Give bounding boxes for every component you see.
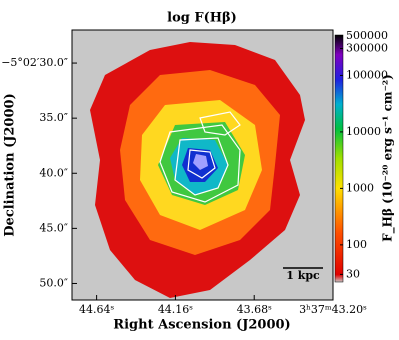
y-axis-label: Declination (J2000) — [3, 93, 18, 236]
colorbar-tick-label: 100000 — [346, 68, 388, 81]
image — [71, 29, 334, 301]
y-tick-label: 50.0″ — [39, 276, 68, 289]
scale-bar-label: 1 kpc — [286, 269, 320, 282]
colorbar-tick-label: 30 — [346, 267, 360, 280]
colorbar-label: F_Hβ (10⁻²⁰ erg s⁻¹ cm⁻²) — [381, 74, 396, 242]
colorbar-tick-label: 10000 — [346, 125, 381, 138]
x-tick-label: 44.16ˢ — [158, 303, 193, 316]
y-tick-label: 45.0″ — [39, 221, 68, 234]
colorbar-tick-label: 1000 — [346, 181, 374, 194]
colorbar-tick-label: 100 — [346, 238, 367, 251]
colorbar-tick-label: 500000 — [346, 29, 388, 42]
chart-title: log F(Hβ) — [167, 11, 237, 26]
x-axis-label: Right Ascension (J2000) — [113, 318, 290, 333]
y-tick-label: 35.0″ — [39, 111, 68, 124]
colorbar-tick-label: 300000 — [346, 41, 388, 54]
x-tick-label: 3ʰ37ᵐ43.20ˢ — [299, 303, 367, 316]
x-tick-label: 43.68ˢ — [237, 303, 272, 316]
x-tick-label: 44.64ˢ — [79, 303, 114, 316]
colorbar — [334, 34, 344, 283]
y-tick-label: −5°02′30.0″ — [1, 56, 68, 69]
y-tick-label: 40.0″ — [39, 166, 68, 179]
